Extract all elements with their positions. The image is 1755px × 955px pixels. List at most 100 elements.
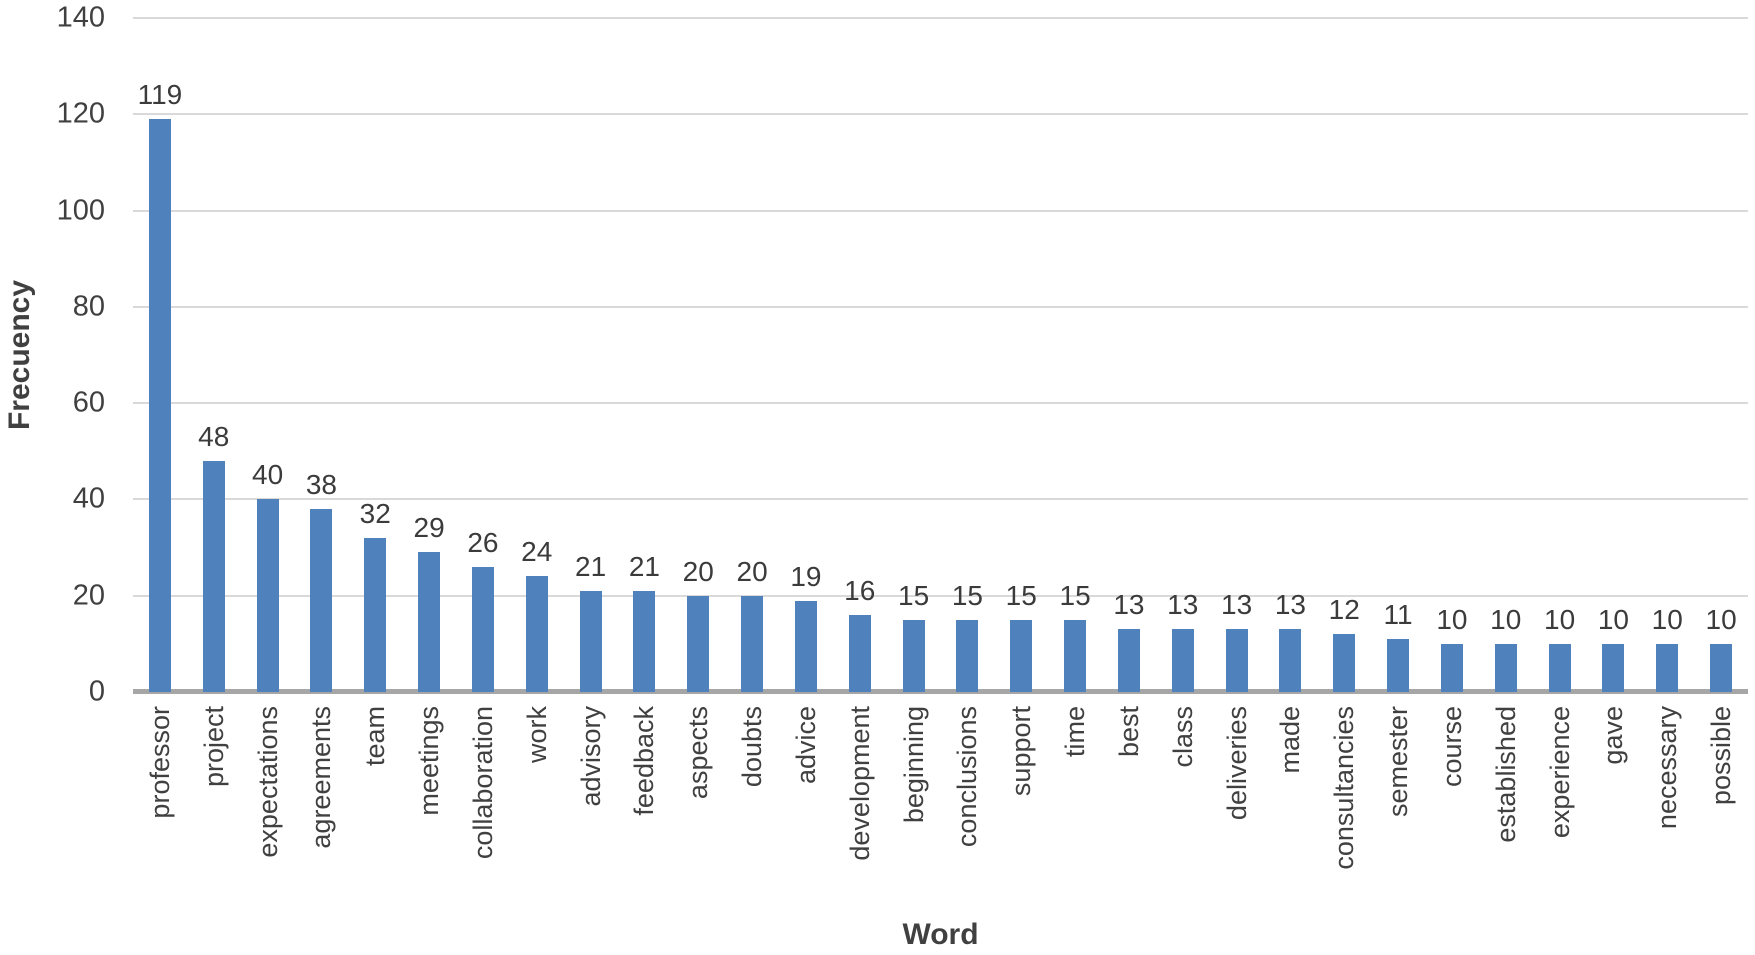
bar-value-label: 13 (1113, 589, 1145, 621)
x-tick-label: professor (144, 706, 175, 819)
x-tick-label: necessary (1652, 706, 1683, 830)
bar (1656, 643, 1679, 692)
gridline (133, 305, 1748, 308)
bar-value-label: 13 (1167, 589, 1199, 621)
bar (148, 119, 171, 692)
bar-value-label: 21 (628, 550, 660, 582)
bar (1710, 643, 1733, 692)
bar (1225, 629, 1248, 692)
bar-value-label: 15 (1005, 579, 1037, 611)
y-tick-label: 80 (72, 290, 105, 323)
gridline (133, 209, 1748, 212)
y-tick-label: 0 (88, 675, 105, 708)
bar-value-label: 26 (467, 526, 499, 558)
x-tick-label: conclusions (952, 706, 983, 848)
bar-value-label: 15 (1059, 579, 1091, 611)
bar (1387, 639, 1410, 692)
bar (741, 595, 764, 692)
bar-value-label: 24 (521, 536, 553, 568)
y-tick-label: 120 (56, 97, 105, 130)
gridline (133, 594, 1748, 597)
x-tick-label: meetings (414, 706, 445, 816)
bar (1440, 643, 1463, 692)
x-tick-label: doubts (737, 706, 768, 788)
x-axis-line (133, 689, 1748, 694)
x-tick-label: feedback (629, 706, 660, 816)
bar-value-label: 10 (1544, 603, 1576, 635)
bar-value-label: 20 (682, 555, 714, 587)
x-tick-label: expectations (252, 706, 283, 858)
x-tick-label: class (1167, 706, 1198, 768)
bar-value-label: 10 (1436, 603, 1468, 635)
bar (1279, 629, 1302, 692)
x-tick-label: established (1490, 706, 1521, 843)
bar-value-label: 16 (844, 574, 876, 606)
x-axis-title: Word (902, 918, 979, 951)
bar-value-label: 10 (1651, 603, 1683, 635)
bar-value-label: 10 (1490, 603, 1522, 635)
x-tick-label: time (1060, 706, 1091, 758)
bar (202, 460, 225, 692)
bar-value-label: 12 (1328, 594, 1360, 626)
y-tick-label: 20 (72, 579, 105, 612)
bar (525, 576, 548, 692)
bar-value-label: 40 (252, 459, 284, 491)
x-tick-label: aspects (683, 706, 714, 800)
bar-value-label: 29 (413, 512, 445, 544)
bar (310, 509, 333, 692)
y-tick-label: 60 (72, 386, 105, 419)
bar-value-label: 10 (1597, 603, 1629, 635)
bar (1010, 619, 1033, 692)
x-tick-label: agreements (306, 706, 337, 849)
bar (1117, 629, 1140, 692)
bar-value-label: 10 (1705, 603, 1737, 635)
gridline (133, 498, 1748, 501)
x-tick-label: gave (1598, 706, 1629, 765)
x-tick-label: support (1006, 706, 1037, 797)
bar (1171, 629, 1194, 692)
x-tick-label: development (844, 706, 875, 861)
y-tick-label: 40 (72, 482, 105, 515)
bar-value-label: 32 (359, 497, 391, 529)
gridline (133, 113, 1748, 116)
bar (1333, 634, 1356, 692)
bar-value-label: 13 (1274, 589, 1306, 621)
bar-value-label: 38 (305, 469, 337, 501)
y-tick-label: 140 (56, 1, 105, 34)
gridline (133, 17, 1748, 19)
bar (687, 595, 710, 692)
bar-value-label: 11 (1383, 599, 1413, 631)
bar-value-label: 119 (137, 79, 183, 111)
bar (1548, 643, 1571, 692)
bar (633, 590, 656, 692)
x-tick-label: beginning (898, 706, 929, 824)
y-tick-label: 100 (56, 194, 105, 227)
bar-value-label: 13 (1221, 589, 1253, 621)
x-tick-label: collaboration (467, 706, 498, 860)
bar-value-label: 15 (951, 579, 983, 611)
x-tick-label: semester (1383, 706, 1414, 818)
x-tick-label: deliveries (1221, 706, 1252, 821)
x-tick-label: best (1113, 706, 1144, 758)
x-tick-label: made (1275, 706, 1306, 774)
bar (364, 537, 387, 692)
x-tick-label: team (360, 706, 391, 767)
x-tick-label: work (521, 706, 552, 764)
gridline (133, 402, 1748, 405)
bar (902, 619, 925, 692)
bar-value-label: 19 (790, 560, 822, 592)
x-tick-label: possible (1706, 706, 1737, 806)
bar (1064, 619, 1087, 692)
bar (418, 552, 441, 692)
bar-value-label: 48 (198, 420, 230, 452)
x-tick-label: experience (1544, 706, 1575, 839)
plot-area: 119 48 40 38 32 29 26 24 21 21 20 20 19 16 15 15 15 15 13 1… (133, 17, 1748, 694)
bar (956, 619, 979, 692)
bar (256, 499, 279, 692)
bar (1494, 643, 1517, 692)
bar-value-label: 15 (898, 579, 930, 611)
x-tick-label: advisory (575, 706, 606, 807)
x-tick-label: project (198, 706, 229, 788)
bar (1602, 643, 1625, 692)
